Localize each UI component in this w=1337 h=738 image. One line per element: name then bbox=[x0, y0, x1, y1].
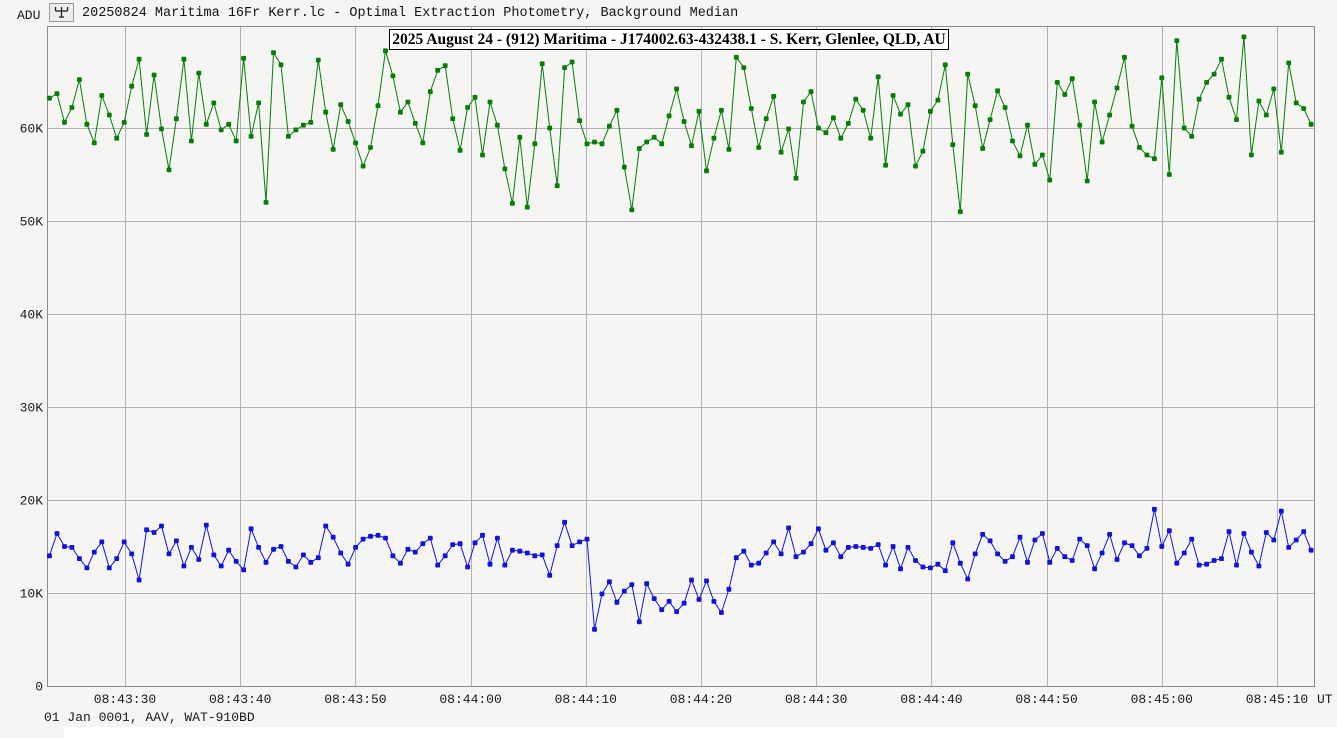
y-tick-labels: 0 10K 20K 30K 40K 50K 60K bbox=[20, 122, 44, 695]
blue-lightcurve bbox=[47, 506, 1314, 632]
x-axis-unit-label: UT bbox=[1317, 692, 1333, 707]
app-icon-button[interactable] bbox=[49, 3, 74, 22]
lightcurve-icon bbox=[54, 6, 69, 19]
svg-text:08:44:40: 08:44:40 bbox=[900, 692, 962, 707]
svg-text:40K: 40K bbox=[20, 308, 44, 323]
svg-text:10K: 10K bbox=[20, 587, 44, 602]
svg-text:08:44:20: 08:44:20 bbox=[670, 692, 732, 707]
plot-border bbox=[47, 26, 1315, 687]
svg-text:08:45:00: 08:45:00 bbox=[1131, 692, 1193, 707]
window-title: 20250824 Maritima 16Fr Kerr.lc - Optimal… bbox=[82, 6, 739, 21]
bottom-strip bbox=[64, 727, 1337, 738]
svg-text:60K: 60K bbox=[20, 122, 44, 137]
svg-text:08:43:30: 08:43:30 bbox=[94, 692, 156, 707]
observation-annotation: 2025 August 24 - (912) Maritima - J17400… bbox=[389, 29, 949, 50]
footer-info: 01 Jan 0001, AAV, WAT-910BD bbox=[44, 710, 255, 725]
green-lightcurve bbox=[47, 34, 1314, 215]
svg-text:08:45:10: 08:45:10 bbox=[1246, 692, 1308, 707]
svg-text:08:44:10: 08:44:10 bbox=[555, 692, 617, 707]
svg-text:08:44:00: 08:44:00 bbox=[439, 692, 501, 707]
y-axis-unit-label: ADU bbox=[17, 8, 41, 23]
svg-text:30K: 30K bbox=[20, 401, 44, 416]
svg-text:08:43:50: 08:43:50 bbox=[324, 692, 386, 707]
x-tick-labels: 08:43:30 08:43:40 08:43:50 08:44:00 08:44:10… bbox=[94, 692, 1308, 707]
svg-text:50K: 50K bbox=[20, 215, 44, 230]
gridlines bbox=[47, 26, 1314, 686]
svg-text:0: 0 bbox=[35, 680, 43, 695]
svg-text:08:44:50: 08:44:50 bbox=[1015, 692, 1077, 707]
svg-text:08:44:30: 08:44:30 bbox=[785, 692, 847, 707]
svg-text:08:43:40: 08:43:40 bbox=[209, 692, 271, 707]
svg-text:20K: 20K bbox=[20, 494, 44, 509]
